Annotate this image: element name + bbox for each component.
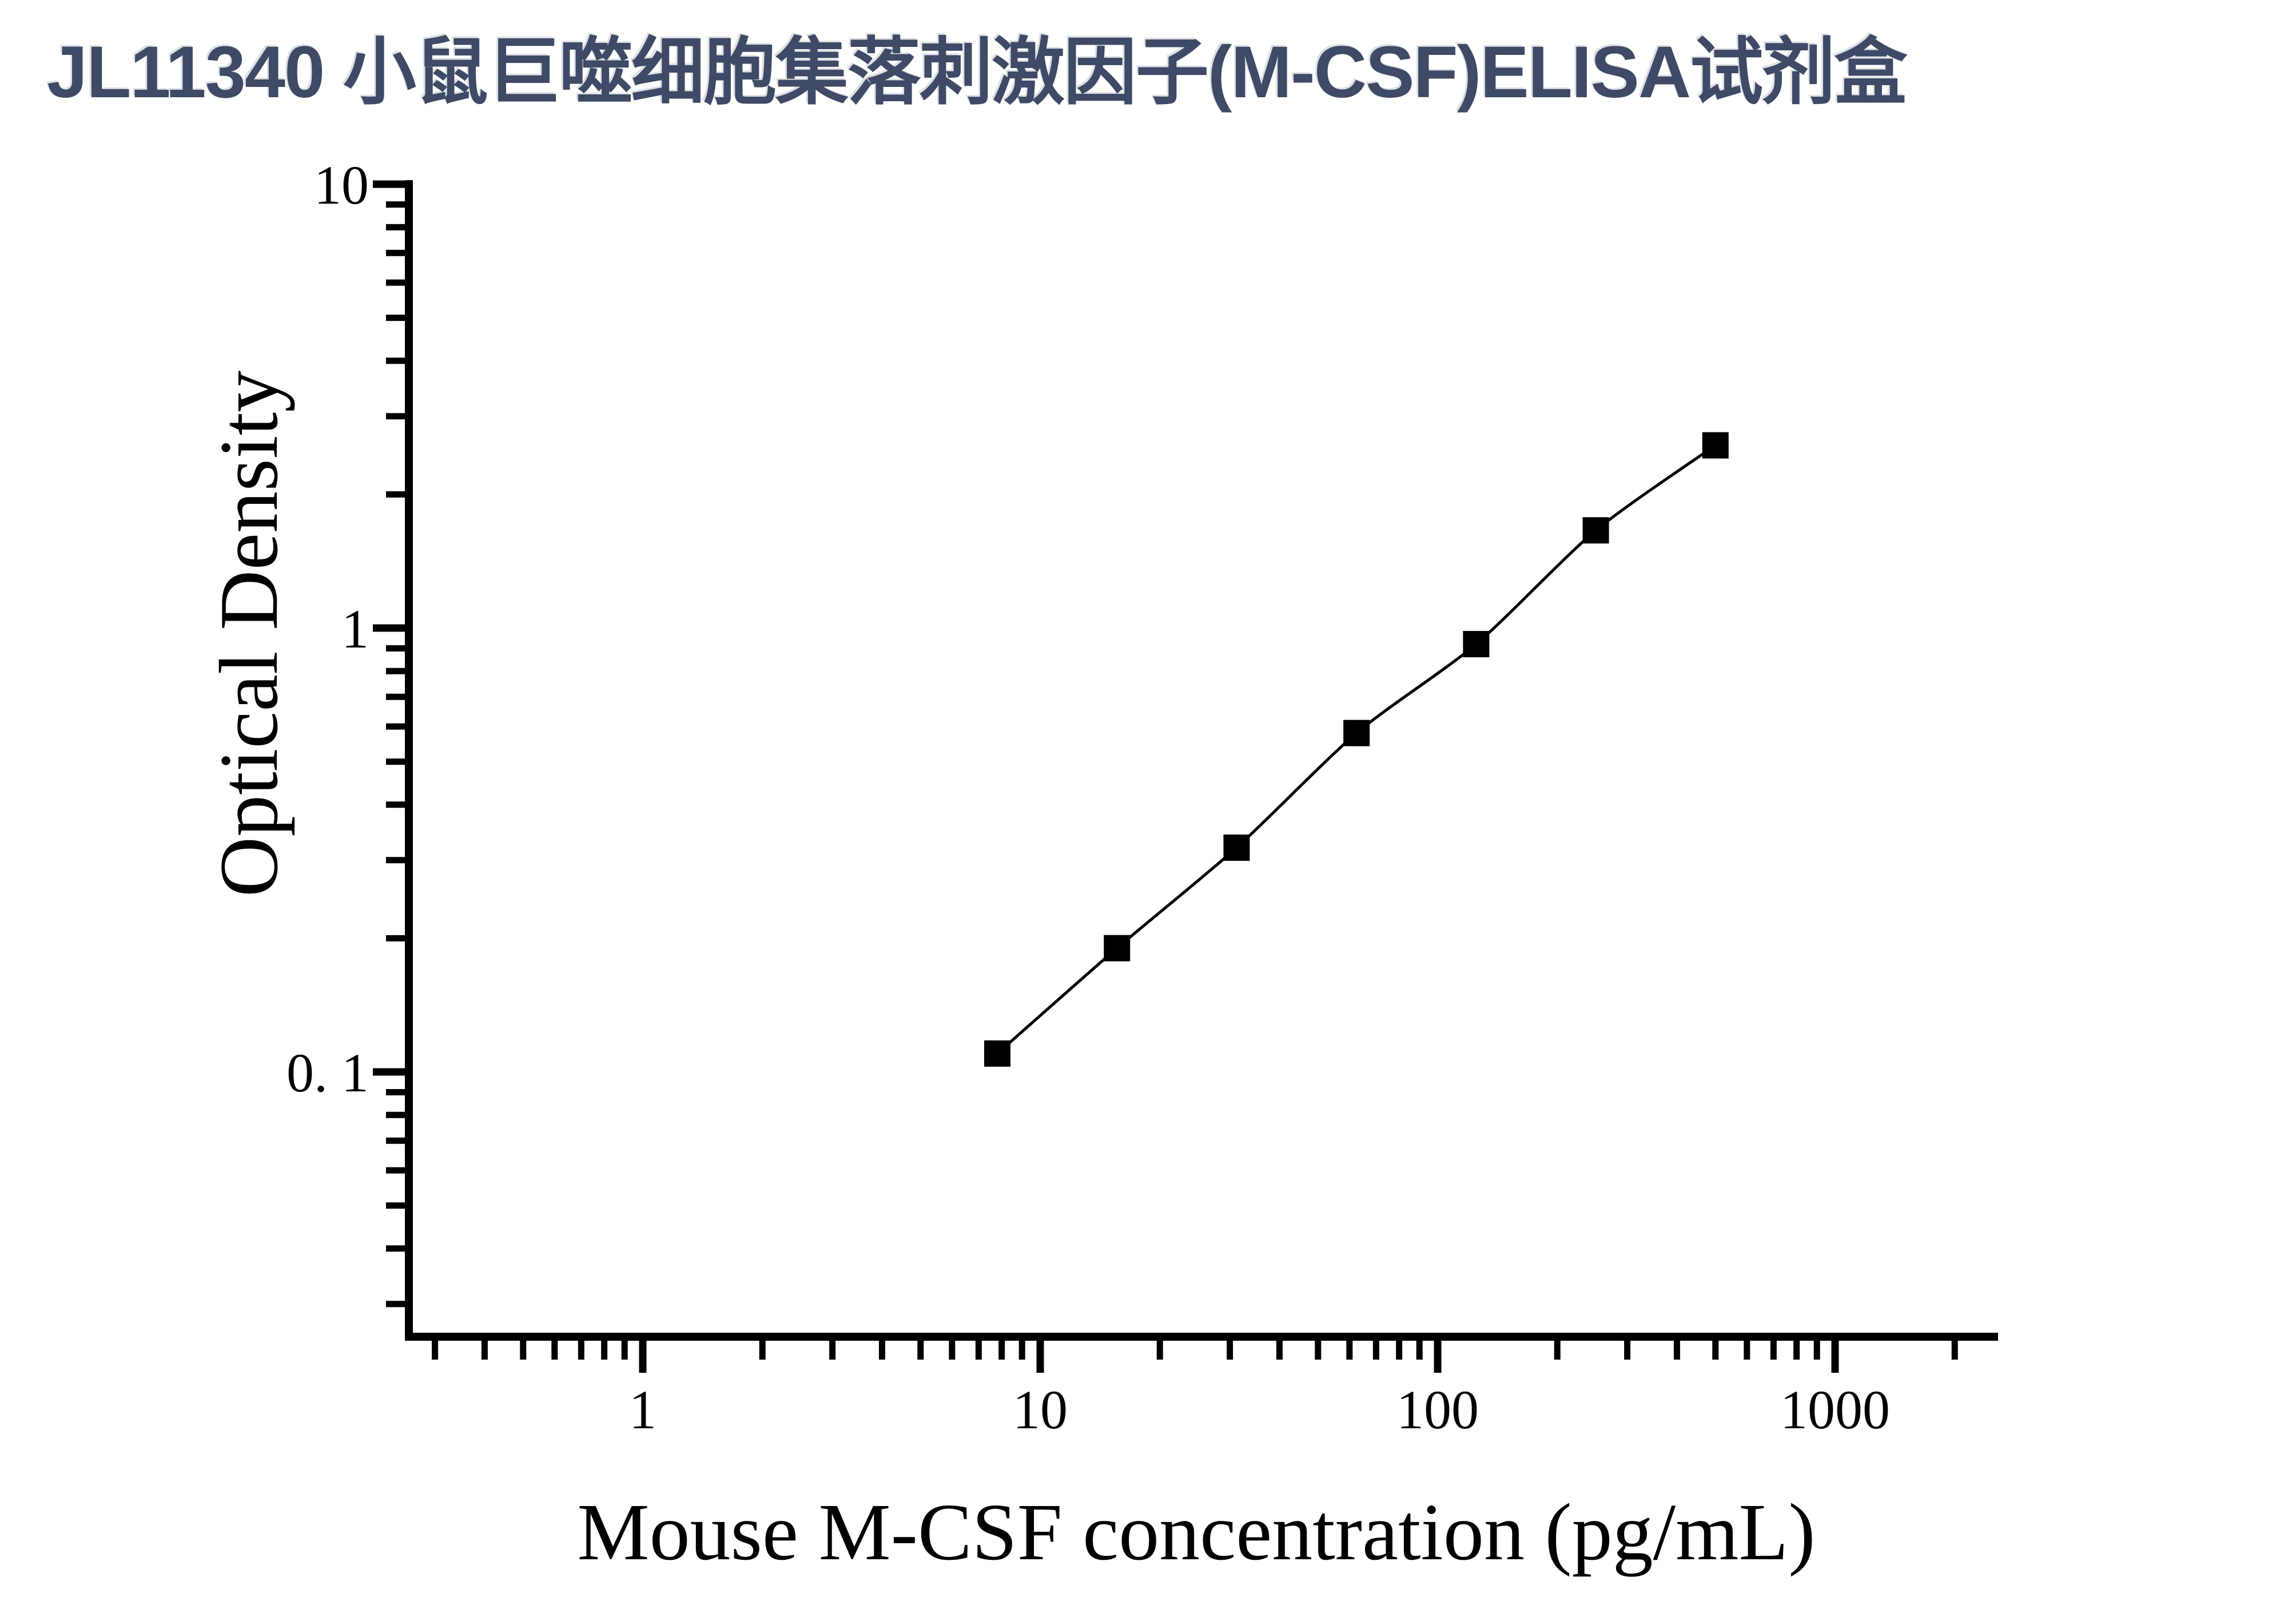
data-point bbox=[984, 1040, 1011, 1067]
data-point bbox=[1343, 720, 1370, 746]
data-point bbox=[1463, 631, 1490, 658]
y-tick-label: 1 bbox=[341, 598, 369, 660]
y-tick-label: 0. 1 bbox=[286, 1042, 369, 1103]
data-point bbox=[1582, 517, 1609, 544]
y-tick-label: 10 bbox=[314, 154, 369, 216]
chart-title: JL11340 小鼠巨噬细胞集落刺激因子(M-CSF)ELISA试剂盒 bbox=[47, 31, 1907, 113]
data-point bbox=[1702, 432, 1729, 459]
x-tick-label: 100 bbox=[1396, 1379, 1479, 1440]
x-tick-label: 1 bbox=[629, 1379, 656, 1440]
data-point bbox=[1223, 835, 1250, 861]
x-tick-label: 1000 bbox=[1780, 1379, 1890, 1440]
data-point bbox=[1104, 935, 1131, 962]
x-axis-title: Mouse M-CSF concentration (pg/mL) bbox=[577, 1487, 1816, 1577]
x-tick-label: 10 bbox=[1013, 1379, 1068, 1440]
